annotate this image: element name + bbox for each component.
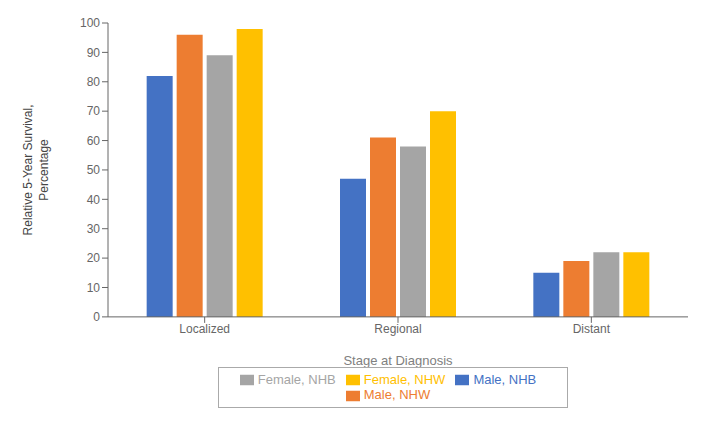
html-text:Male, NHW: Male, NHW [363, 387, 431, 403]
svg-text:Stage at Diagnosis: Stage at Diagnosis [343, 353, 453, 368]
svg-text:70: 70 [87, 104, 101, 118]
svg-text:Relative 5-Year Survival,: Relative 5-Year Survival, [21, 104, 35, 235]
svg-text:20: 20 [87, 251, 101, 265]
svg-text:50: 50 [87, 163, 101, 177]
html-text:Female, NHB: Female, NHB [257, 371, 336, 387]
svg-text:Distant: Distant [573, 322, 611, 336]
svg-text:Localized: Localized [179, 322, 230, 336]
svg-text:90: 90 [87, 46, 101, 60]
svg-text:80: 80 [87, 75, 101, 89]
html-text:Female, NHW: Female, NHW [363, 371, 446, 387]
svg-text:100: 100 [80, 16, 100, 30]
svg-text:0: 0 [93, 310, 100, 324]
html-text:Male, NHB: Male, NHB [473, 371, 537, 387]
svg-text:30: 30 [87, 222, 101, 236]
svg-text:40: 40 [87, 193, 101, 207]
svg-text:60: 60 [87, 134, 101, 148]
svg-text:Regional: Regional [374, 322, 421, 336]
svg-text:Percentage: Percentage [37, 139, 51, 201]
svg-text:10: 10 [87, 281, 101, 295]
